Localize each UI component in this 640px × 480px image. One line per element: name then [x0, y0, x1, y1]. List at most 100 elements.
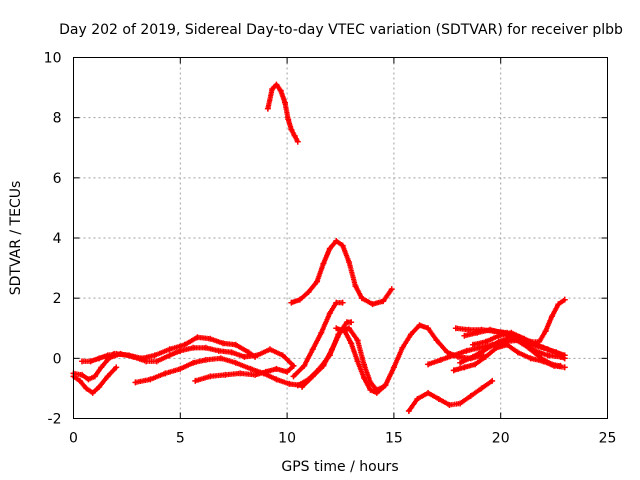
data-point — [555, 301, 562, 308]
data-point — [339, 242, 346, 249]
data-point — [273, 376, 280, 383]
data-point — [457, 359, 464, 366]
data-point — [461, 364, 468, 371]
data-point — [561, 296, 568, 303]
data-point — [461, 332, 468, 339]
data-point — [516, 334, 523, 341]
axes — [73, 57, 608, 419]
data-point — [348, 319, 355, 326]
data-point — [241, 353, 248, 360]
data-point — [284, 368, 291, 375]
series-arc-8 — [288, 238, 395, 308]
grid — [73, 57, 608, 419]
data-point — [207, 373, 214, 380]
data-point — [177, 347, 184, 354]
data-point — [79, 371, 86, 378]
data-point — [269, 86, 276, 93]
data-point — [222, 371, 229, 378]
data-point — [373, 389, 380, 396]
data-point — [548, 361, 555, 368]
data-point — [132, 379, 139, 386]
data-point — [472, 361, 479, 368]
data-point — [352, 283, 359, 290]
data-point — [354, 337, 361, 344]
data-point — [91, 373, 98, 380]
data-point — [504, 341, 511, 348]
data-point — [548, 313, 555, 320]
data-point — [527, 338, 534, 345]
data-point — [561, 355, 568, 362]
data-point — [232, 341, 239, 348]
data-point — [482, 346, 489, 353]
data-point — [437, 356, 444, 363]
data-point — [290, 362, 297, 369]
x-tick-label: 5 — [176, 431, 185, 447]
series-arc-12 — [333, 322, 487, 396]
data-point — [450, 352, 457, 359]
data-point — [326, 245, 333, 252]
data-point — [367, 386, 374, 393]
data-point — [190, 344, 197, 351]
data-point — [166, 352, 173, 359]
series-marker-band — [70, 364, 119, 396]
series-arc-9 — [290, 299, 346, 380]
data-point — [202, 344, 209, 351]
data-point — [194, 334, 201, 341]
data-point — [87, 358, 94, 365]
data-point — [493, 344, 500, 351]
x-tick-label: 25 — [599, 431, 617, 447]
data-point — [333, 238, 340, 245]
data-point — [309, 373, 316, 380]
y-tick-label: 6 — [53, 171, 62, 187]
data-point — [299, 383, 306, 390]
data-point — [463, 347, 470, 354]
chart-title: Day 202 of 2019, Sidereal Day-to-day VTE… — [59, 22, 623, 38]
data-point — [237, 370, 244, 377]
series-arc-5 — [132, 355, 306, 389]
data-point — [273, 365, 280, 372]
data-point — [76, 377, 83, 384]
data-point — [446, 401, 453, 408]
data-point — [465, 326, 472, 333]
data-point — [286, 380, 293, 387]
x-tick-labels: 0 5 10 15 20 25 — [69, 431, 616, 447]
y-tick-label: 10 — [44, 51, 62, 67]
x-tick-label: 15 — [385, 431, 403, 447]
data-point — [232, 359, 239, 366]
data-point — [318, 329, 325, 336]
data-point — [89, 389, 96, 396]
data-point — [407, 331, 414, 338]
data-point — [104, 373, 111, 380]
data-point — [425, 361, 432, 368]
data-point — [166, 346, 173, 353]
data-point — [482, 338, 489, 345]
y-tick-label: 2 — [53, 291, 62, 307]
data-point — [288, 299, 295, 306]
data-point — [553, 349, 560, 356]
data-point — [450, 367, 457, 374]
data-point — [341, 328, 348, 335]
data-point — [435, 395, 442, 402]
x-tick-label: 0 — [69, 431, 78, 447]
data-point — [79, 358, 86, 365]
data-point — [277, 87, 284, 94]
data-point — [192, 377, 199, 384]
data-point — [162, 370, 169, 377]
data-point — [267, 346, 274, 353]
data-point — [202, 356, 209, 363]
data-point — [326, 310, 333, 317]
data-point — [288, 126, 295, 133]
data-point — [117, 350, 124, 357]
series-arc-11 — [299, 325, 387, 393]
data-point — [544, 346, 551, 353]
data-point — [143, 358, 150, 365]
data-point — [467, 392, 474, 399]
data-point — [247, 365, 254, 372]
data-point — [482, 353, 489, 360]
data-point — [294, 382, 301, 389]
data-point — [320, 260, 327, 267]
data-point — [544, 352, 551, 359]
data-point — [457, 400, 464, 407]
data-point — [369, 301, 376, 308]
data-point — [153, 358, 160, 365]
